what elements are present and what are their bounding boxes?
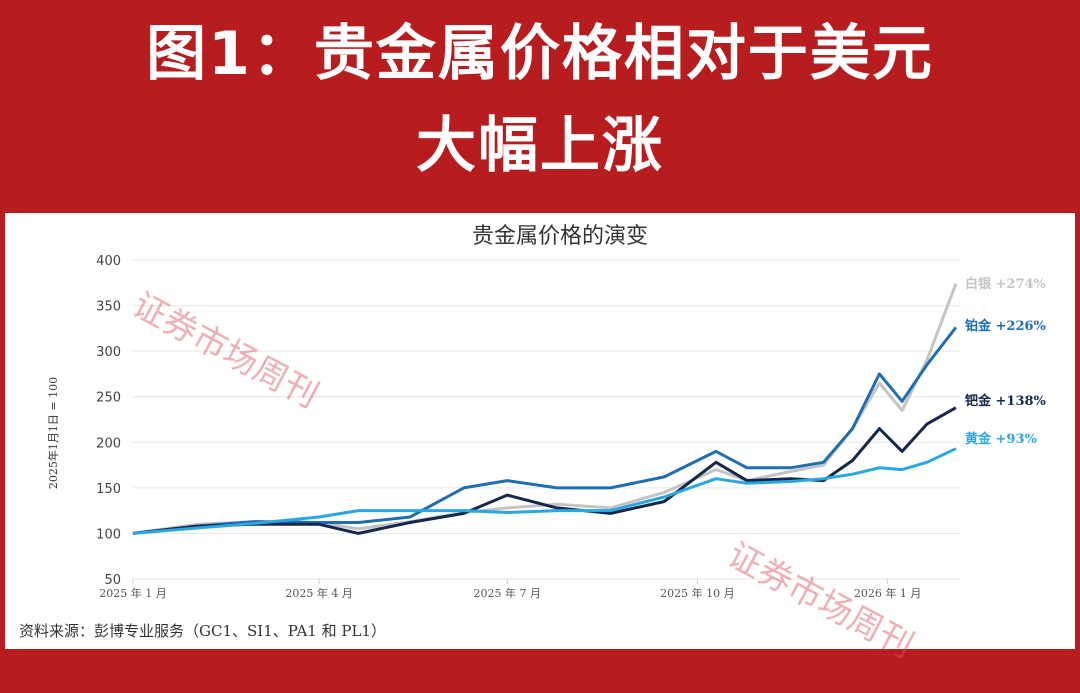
line-chart: 贵金属价格的演变 2025年1月1日 = 100 50 100 150 200 250 3…: [19, 224, 1047, 640]
y-tick-label: 300: [96, 345, 121, 360]
x-tick-label: 2025 年 10 月: [660, 586, 734, 600]
series-label: 铂金 +226%: [965, 318, 1047, 334]
x-tick-label: 2025 年 7 月: [473, 586, 540, 600]
x-tick-label: 2025 年 1 月: [99, 586, 166, 600]
banner-line1: 图1：贵金属价格相对于美元: [146, 19, 934, 89]
series-line-铂金: [132, 326, 958, 535]
chart-title: 贵金属价格的演变: [472, 224, 648, 249]
chart-panel: 贵金属价格的演变 2025年1月1日 = 100 50 100 150 200 250 3…: [5, 213, 1075, 666]
y-tick-label: 250: [96, 391, 121, 406]
y-tick-label: 50: [104, 573, 121, 588]
series-line-钯金: [132, 406, 957, 535]
y-axis-label: 2025年1月1日 = 100: [46, 377, 60, 489]
series-line-黄金: [132, 447, 957, 535]
source-note: 资料来源：彭博专业服务（GC1、SI1、PA1 和 PL1）: [19, 622, 386, 640]
series-line-白银: [132, 283, 958, 535]
x-tick-label: 2026 年 1 月: [854, 586, 921, 600]
series-label: 白银 +274%: [965, 276, 1047, 292]
y-tick-label: 400: [96, 254, 121, 269]
banner-line2: 大幅上涨: [416, 111, 664, 181]
banner-title: 图1：贵金属价格相对于美元 大幅上涨: [0, 0, 1080, 213]
y-tick-label: 350: [96, 300, 121, 315]
y-tick-label: 100: [96, 527, 121, 542]
y-tick-label: 150: [96, 482, 121, 497]
x-tick-label: 2025 年 4 月: [285, 586, 352, 600]
series-label: 黄金 +93%: [965, 431, 1038, 447]
series-label: 钯金 +138%: [964, 393, 1047, 409]
y-tick-label: 200: [96, 436, 121, 451]
